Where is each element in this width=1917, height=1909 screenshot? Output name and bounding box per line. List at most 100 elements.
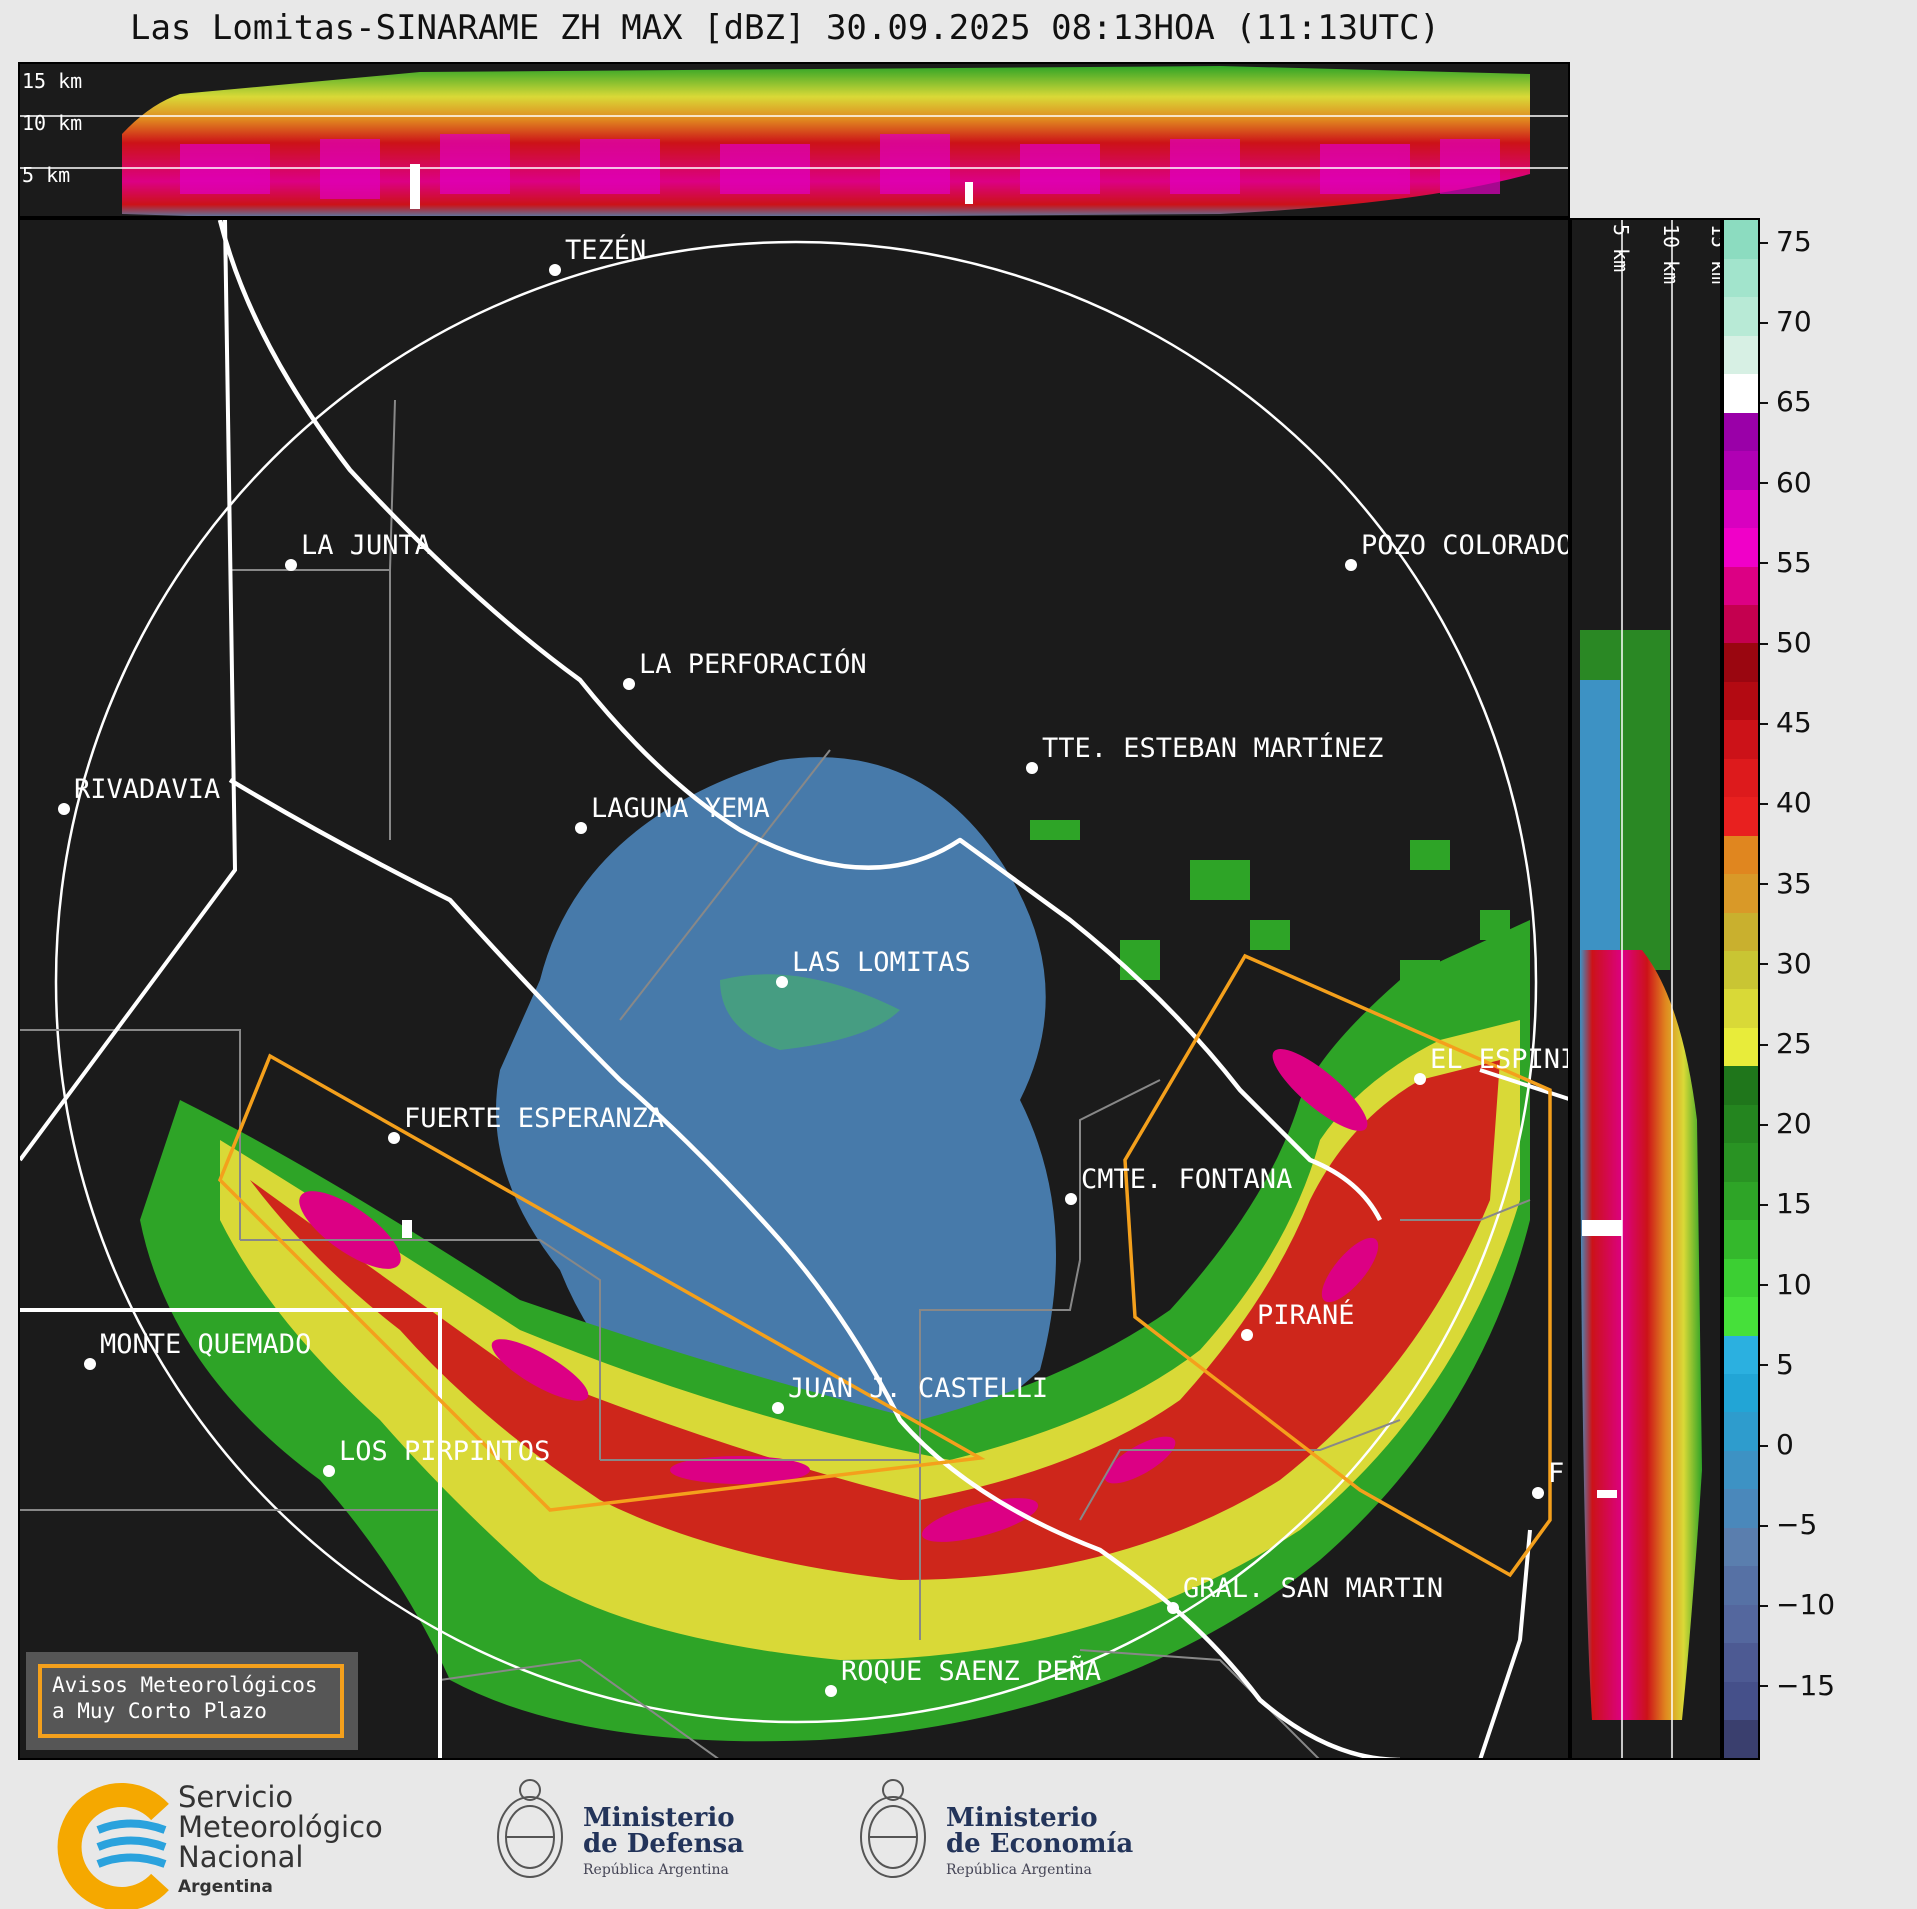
colorbar-segment bbox=[1724, 1142, 1758, 1182]
city-la-perforacion[interactable]: LA PERFORACIÓN bbox=[623, 648, 867, 690]
province-borders bbox=[20, 220, 1568, 1758]
department-borders bbox=[20, 399, 1531, 1758]
side-profile-echo bbox=[1580, 950, 1702, 1720]
warning-polygon-east[interactable] bbox=[1123, 953, 1552, 1578]
colorbar-segment bbox=[1724, 681, 1758, 721]
colorbar-segment bbox=[1724, 835, 1758, 875]
colorbar-segment bbox=[1724, 1027, 1758, 1067]
colorbar-tick-label: 25 bbox=[1760, 1027, 1812, 1060]
svg-text:LAGUNA YEMA: LAGUNA YEMA bbox=[591, 793, 770, 824]
radar-map-panel[interactable]: TEZÉN LA JUNTA POZO COLORADO LA PERFORAC… bbox=[18, 218, 1570, 1760]
colorbar-segment bbox=[1724, 1565, 1758, 1605]
city-roque-saenz-pena[interactable]: ROQUE SAENZ PEÑA bbox=[825, 1655, 1101, 1697]
colorbar-segment bbox=[1724, 1219, 1758, 1259]
river-borders bbox=[217, 220, 1401, 1758]
city-juan-j-castelli[interactable]: JUAN J. CASTELLI bbox=[772, 1373, 1048, 1414]
weak-echo-region bbox=[496, 757, 1056, 1471]
city-fuerte-esperanza[interactable]: FUERTE ESPERANZA bbox=[388, 1103, 664, 1144]
colorbar-segment bbox=[1724, 1719, 1758, 1759]
city-cmte-fontana[interactable]: CMTE. FONTANA bbox=[1065, 1164, 1292, 1205]
colorbar-segment bbox=[1724, 1411, 1758, 1451]
svg-text:MONTE QUEMADO: MONTE QUEMADO bbox=[100, 1329, 311, 1360]
warning-legend-line1: Avisos Meteorológicos bbox=[52, 1673, 318, 1697]
colorbar-segment bbox=[1724, 604, 1758, 644]
colorbar-tick-label: −5 bbox=[1759, 1508, 1817, 1541]
colorbar-tick-label: −10 bbox=[1759, 1588, 1835, 1621]
colorbar-segment bbox=[1724, 220, 1758, 259]
svg-text:RIVADAVIA: RIVADAVIA bbox=[74, 774, 220, 805]
side-height-label: 15 km bbox=[1707, 224, 1722, 284]
city-la-junta[interactable]: LA JUNTA bbox=[285, 530, 431, 571]
colorbar-tick-label: 70 bbox=[1760, 305, 1812, 338]
smn-logo-text: Servicio Meteorológico Nacional Argentin… bbox=[178, 1780, 383, 1897]
svg-text:F: F bbox=[1548, 1458, 1564, 1489]
svg-text:GRAL. SAN MARTIN: GRAL. SAN MARTIN bbox=[1183, 1573, 1443, 1604]
storm-cores bbox=[299, 1049, 1379, 1542]
colorbar-segment bbox=[1724, 258, 1758, 298]
colorbar-tick-label: 15 bbox=[1760, 1187, 1812, 1220]
colorbar-segment bbox=[1724, 642, 1758, 682]
city-las-lomitas[interactable]: LAS LOMITAS bbox=[776, 947, 971, 988]
svg-text:LAS LOMITAS: LAS LOMITAS bbox=[792, 947, 971, 978]
city-f[interactable]: F bbox=[1532, 1458, 1564, 1499]
colorbar-tick-label: 10 bbox=[1760, 1268, 1812, 1301]
city-los-pirpintos[interactable]: LOS PIRPINTOS bbox=[323, 1436, 550, 1477]
svg-text:LOS PIRPINTOS: LOS PIRPINTOS bbox=[339, 1436, 550, 1467]
city-laguna-yema[interactable]: LAGUNA YEMA bbox=[575, 793, 770, 834]
colorbar-segment bbox=[1724, 1258, 1758, 1298]
side-height-label: 5 km bbox=[1609, 224, 1633, 272]
city-monte-quemado[interactable]: MONTE QUEMADO bbox=[84, 1329, 311, 1370]
city-markers: TEZÉN LA JUNTA POZO COLORADO LA PERFORAC… bbox=[58, 234, 1570, 1697]
radar-map-svg[interactable]: TEZÉN LA JUNTA POZO COLORADO LA PERFORAC… bbox=[20, 220, 1570, 1760]
city-tte-esteban-martinez[interactable]: TTE. ESTEBAN MARTÍNEZ bbox=[1026, 732, 1383, 774]
colorbar-segment bbox=[1724, 450, 1758, 490]
colorbar-tick-label: 40 bbox=[1760, 786, 1812, 819]
economia-seal-icon bbox=[860, 1779, 926, 1878]
top-vertical-profile-panel: 15 km 10 km 5 km bbox=[18, 62, 1570, 218]
city-tezen[interactable]: TEZÉN bbox=[549, 234, 646, 276]
svg-text:LA JUNTA: LA JUNTA bbox=[301, 530, 431, 561]
svg-text:LA PERFORACIÓN: LA PERFORACIÓN bbox=[639, 648, 867, 680]
colorbar-segment bbox=[1724, 412, 1758, 452]
side-profile-svg: 5 km 10 km 15 km bbox=[1580, 220, 1722, 1758]
warning-legend-line2: a Muy Corto Plazo bbox=[52, 1699, 267, 1723]
top-height-label: 15 km bbox=[22, 69, 82, 93]
city-gral-san-martin[interactable]: GRAL. SAN MARTIN bbox=[1167, 1573, 1443, 1614]
colorbar-tick-label: 50 bbox=[1760, 626, 1812, 659]
range-ring bbox=[54, 240, 1538, 1724]
colorbar-segment bbox=[1724, 912, 1758, 952]
top-profile-cores bbox=[180, 134, 1500, 199]
city-el-espinillo[interactable]: EL ESPINILLO bbox=[1414, 1044, 1570, 1085]
colorbar-segment bbox=[1724, 1065, 1758, 1105]
city-pirane[interactable]: PIRANÉ bbox=[1241, 1299, 1355, 1341]
warning-box-background bbox=[26, 1652, 358, 1750]
warning-polygons[interactable] bbox=[217, 953, 1552, 1578]
colorbar-segment bbox=[1724, 796, 1758, 836]
top-height-label: 10 km bbox=[22, 111, 82, 135]
economia-logo-text: Ministerio de Economía República Argenti… bbox=[946, 1803, 1134, 1878]
dbz-colorbar bbox=[1722, 218, 1760, 1760]
city-pozo-colorado[interactable]: POZO COLORADO bbox=[1345, 530, 1570, 571]
top-profile-svg: 15 km 10 km 5 km bbox=[20, 66, 1568, 216]
page-title: Las Lomitas-SINARAME ZH MAX [dBZ] 30.09.… bbox=[129, 8, 1441, 48]
footer-logos bbox=[57, 1779, 926, 1909]
colorbar-tick-label: 0 bbox=[1760, 1428, 1794, 1461]
colorbar-segment bbox=[1724, 566, 1758, 605]
city-rivadavia[interactable]: RIVADAVIA bbox=[58, 774, 220, 815]
colorbar-segment bbox=[1724, 1604, 1758, 1644]
warning-polygon-west[interactable] bbox=[217, 1053, 986, 1512]
defensa-seal-icon bbox=[497, 1779, 563, 1878]
defensa-logo-text: Ministerio de Defensa República Argentin… bbox=[583, 1803, 744, 1878]
colorbar-segment bbox=[1724, 1450, 1758, 1490]
colorbar-segment bbox=[1724, 1488, 1758, 1528]
colorbar-segment bbox=[1724, 1181, 1758, 1221]
warning-legend-box[interactable]: Avisos Meteorológicos a Muy Corto Plazo bbox=[38, 1664, 344, 1738]
svg-text:FUERTE ESPERANZA: FUERTE ESPERANZA bbox=[404, 1103, 664, 1134]
svg-text:PIRANÉ: PIRANÉ bbox=[1257, 1299, 1355, 1331]
svg-text:EL ESPINILLO: EL ESPINILLO bbox=[1430, 1044, 1570, 1075]
svg-text:ROQUE SAENZ PEÑA: ROQUE SAENZ PEÑA bbox=[841, 1655, 1101, 1687]
colorbar-tick-label: 30 bbox=[1760, 947, 1812, 980]
svg-text:TEZÉN: TEZÉN bbox=[565, 234, 646, 266]
colorbar-segment bbox=[1724, 1373, 1758, 1413]
colorbar-segment bbox=[1724, 489, 1758, 529]
